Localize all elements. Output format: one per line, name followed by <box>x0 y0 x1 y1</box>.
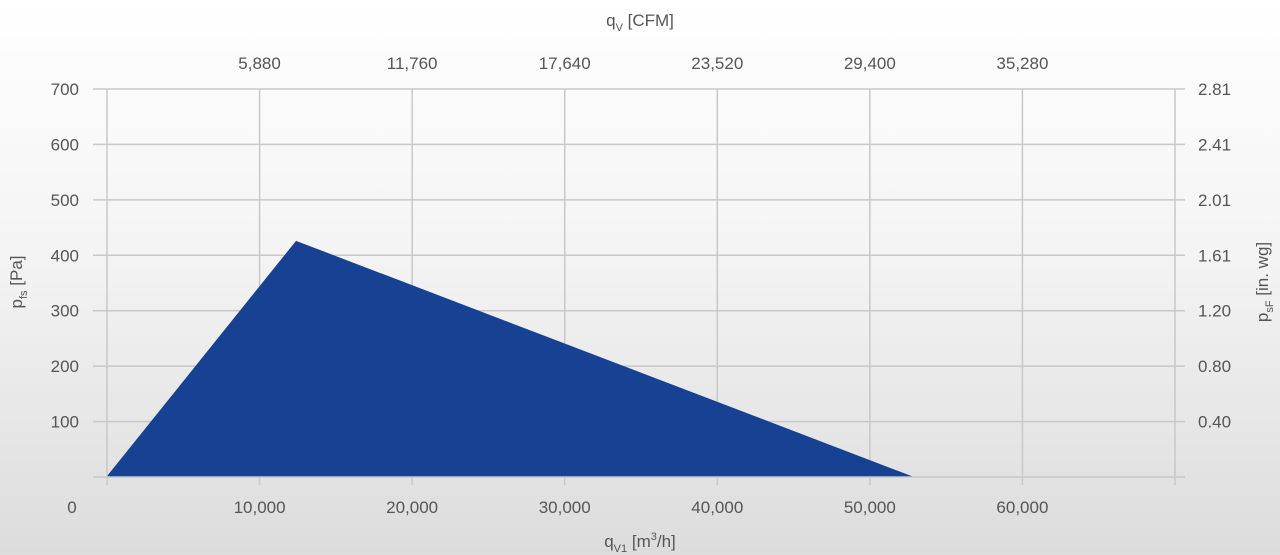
bottom-tick-label: 30,000 <box>539 498 591 517</box>
bottom-axis-title: qV1 [m3/h] <box>604 531 676 555</box>
top-tick-label: 35,280 <box>996 54 1048 73</box>
bottom-tick-label: 50,000 <box>844 498 896 517</box>
bottom-tick-label: 20,000 <box>386 498 438 517</box>
left-tick-label: 600 <box>51 135 79 154</box>
axes <box>93 89 1185 485</box>
right-tick-label: 0.80 <box>1198 357 1231 376</box>
left-tick-label: 700 <box>51 80 79 99</box>
top-tick-label: 17,640 <box>539 54 591 73</box>
top-axis-title: qV [CFM] <box>606 11 674 34</box>
bottom-tick-label: 40,000 <box>691 498 743 517</box>
operating-area-polygon <box>105 240 913 478</box>
left-tick-label: 200 <box>51 357 79 376</box>
right-tick-label: 1.61 <box>1198 246 1231 265</box>
right-axis-title: psF [in. wg] <box>1253 242 1276 322</box>
top-tick-label: 29,400 <box>844 54 896 73</box>
left-tick-label: 100 <box>51 413 79 432</box>
top-tick-label: 5,880 <box>238 54 281 73</box>
right-tick-label: 2.01 <box>1198 191 1231 210</box>
right-tick-label: 0.40 <box>1198 413 1231 432</box>
left-tick-label: 400 <box>51 246 79 265</box>
right-tick-label: 2.81 <box>1198 80 1231 99</box>
operating-area <box>105 240 913 478</box>
bottom-tick-label: 0 <box>67 498 76 517</box>
left-tick-label: 500 <box>51 191 79 210</box>
top-tick-label: 11,760 <box>387 54 438 73</box>
top-tick-label: 23,520 <box>691 54 743 73</box>
tick-labels: 0 10,000 20,000 30,000 40,000 50,000 60,000 5,8… <box>51 54 1231 517</box>
right-tick-label: 2.41 <box>1198 135 1231 154</box>
left-tick-label: 300 <box>51 302 79 321</box>
bottom-tick-label: 10,000 <box>234 498 286 517</box>
left-axis-title: pfs [Pa] <box>7 256 30 309</box>
right-tick-label: 1.20 <box>1198 302 1231 321</box>
bottom-tick-label: 60,000 <box>996 498 1048 517</box>
